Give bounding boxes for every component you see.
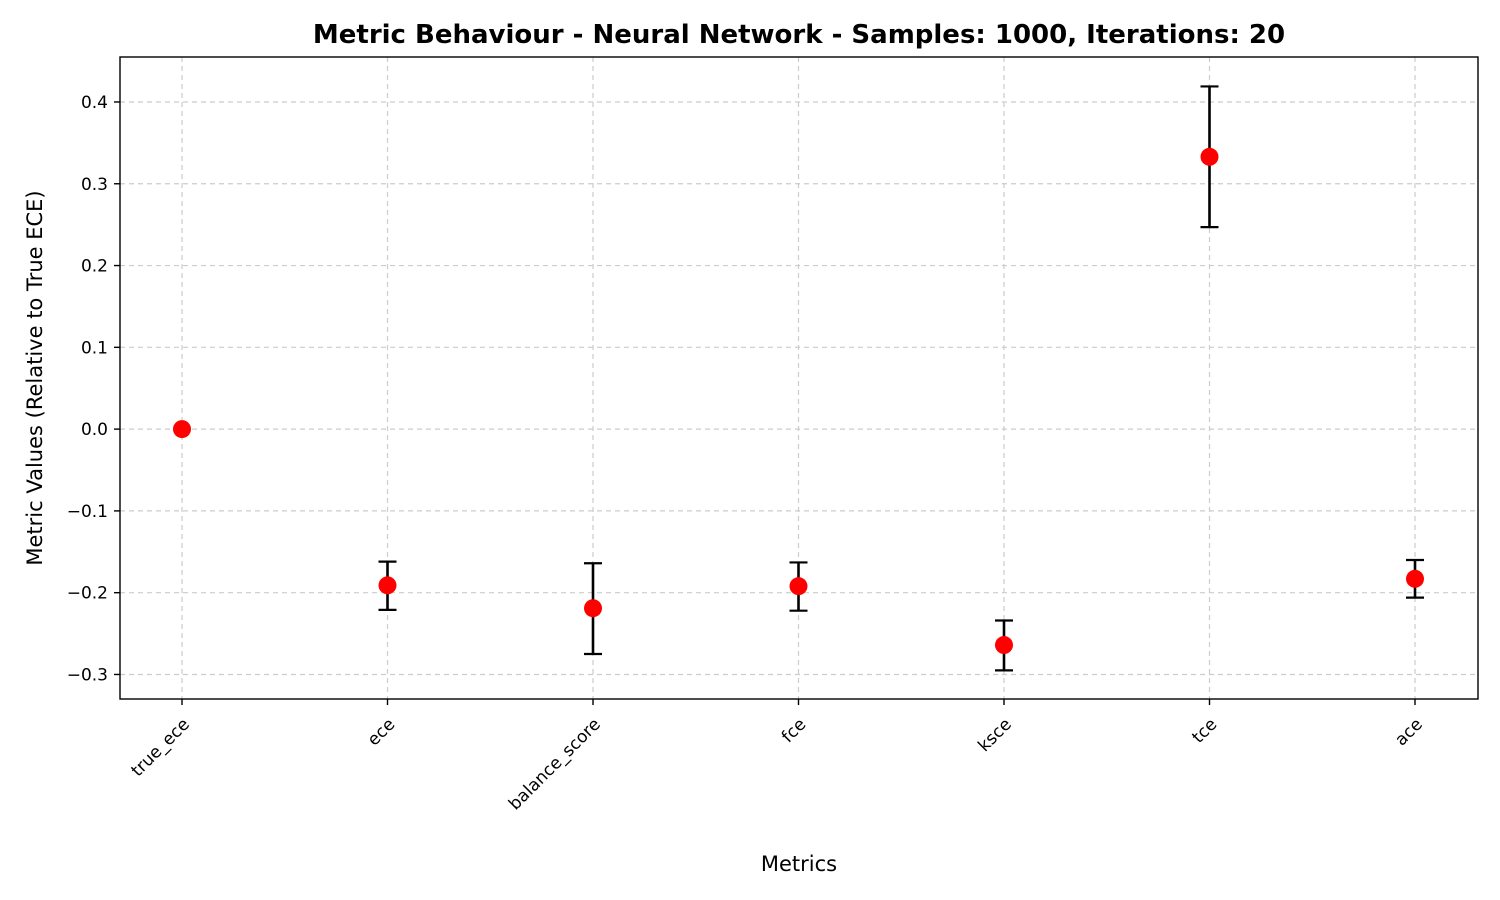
data-point-ksce <box>995 636 1013 655</box>
y-tick-label: 0.0 <box>81 420 108 440</box>
chart-title: Metric Behaviour - Neural Network - Samp… <box>313 20 1285 50</box>
data-point-tce <box>1200 147 1219 166</box>
x-tick-label: balance_score <box>505 715 605 815</box>
x-tick-label: ece <box>364 715 400 751</box>
data-point-ace <box>1406 569 1424 588</box>
x-axis-label: Metrics <box>761 852 837 876</box>
plot-frame <box>119 56 1479 700</box>
data-points <box>173 85 1424 672</box>
x-tick-label: fce <box>778 715 810 747</box>
x-tick-label: ksce <box>974 715 1015 756</box>
y-axis-label: Metric Values (Relative to True ECE) <box>23 190 47 565</box>
y-tick-label: 0.3 <box>81 175 108 195</box>
x-tick-label: true_ece <box>128 715 194 781</box>
x-tick-label: ace <box>1391 715 1427 751</box>
data-point-true_ece <box>173 420 191 439</box>
axis-ticks: −0.3 −0.2 −0.1 0.0 0.1 0.2 0.3 0.4 true_ece ece ba… <box>67 93 1427 814</box>
y-tick-label: −0.3 <box>67 665 108 685</box>
y-tick-label: 0.2 <box>81 257 108 277</box>
y-tick-label: −0.2 <box>67 584 108 604</box>
data-point-balance_score <box>584 599 602 618</box>
x-tick-label: tce <box>1188 715 1221 748</box>
data-point-ece <box>378 576 397 595</box>
data-point-fce <box>789 577 808 596</box>
y-tick-label: 0.4 <box>81 93 108 113</box>
y-tick-label: −0.1 <box>67 502 108 522</box>
y-tick-label: 0.1 <box>81 338 108 358</box>
